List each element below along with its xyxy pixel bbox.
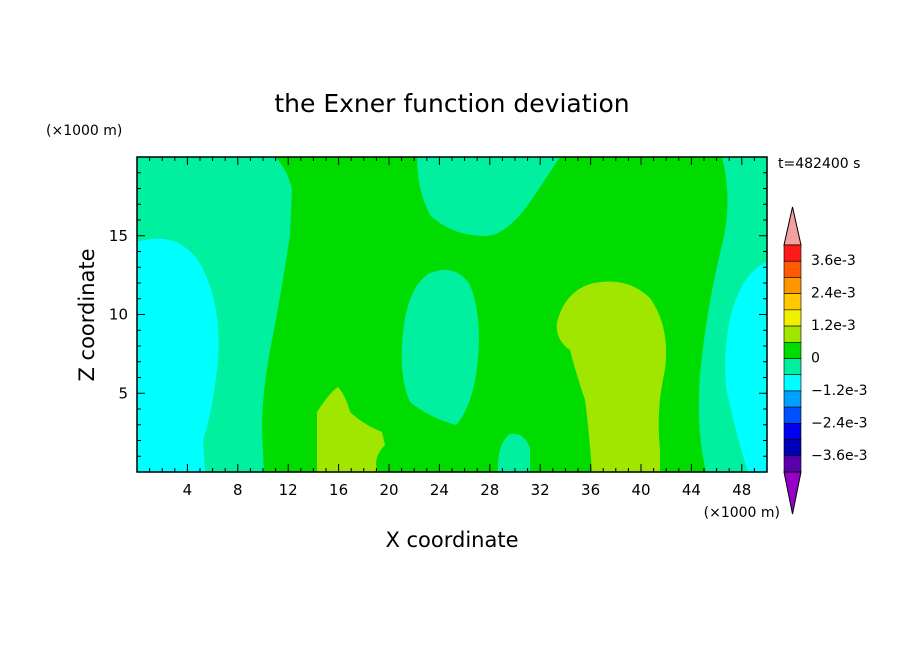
colorbar-label: 3.6e-3 bbox=[811, 253, 856, 269]
x-tick-label: 40 bbox=[631, 481, 650, 499]
colorbar: 3.6e-3 2.4e-3 1.2e-3 0 −1.2e-3 −2.4e-3 −3.6e-3 bbox=[783, 206, 868, 515]
colorbar-under-arrow bbox=[783, 471, 802, 515]
colorbar-label: 0 bbox=[811, 351, 820, 367]
colorbar-segment bbox=[783, 390, 802, 408]
colorbar-label: −1.2e-3 bbox=[811, 383, 868, 399]
chart-title: the Exner function deviation bbox=[274, 89, 629, 118]
colorbar-segment bbox=[783, 277, 802, 294]
colorbar-segment bbox=[783, 244, 802, 262]
colorbar-label: 2.4e-3 bbox=[811, 286, 856, 302]
region-right-core bbox=[725, 262, 767, 472]
x-tick-label: 48 bbox=[732, 481, 751, 499]
colorbar-segment bbox=[783, 358, 802, 376]
colorbar-segment bbox=[783, 293, 802, 311]
x-tick-label: 16 bbox=[329, 481, 348, 499]
y-tick-label: 15 bbox=[109, 227, 128, 245]
colorbar-segment bbox=[783, 455, 802, 473]
colorbar-segment bbox=[783, 439, 802, 457]
colorbar-label: 1.2e-3 bbox=[811, 318, 856, 334]
colorbar-segment bbox=[783, 341, 802, 359]
region-positive-small bbox=[317, 387, 385, 472]
colorbar-segment bbox=[783, 406, 802, 424]
y-axis-label: Z coordinate bbox=[75, 248, 99, 381]
colorbar-segment bbox=[783, 374, 802, 392]
x-axis-label: X coordinate bbox=[385, 528, 518, 552]
colorbar-segment bbox=[783, 309, 802, 327]
x-tick-label: 24 bbox=[430, 481, 449, 499]
region-low-middle-bump bbox=[497, 433, 530, 472]
plot-area bbox=[137, 157, 767, 472]
colorbar-label: −2.4e-3 bbox=[811, 415, 868, 431]
y-tick-label: 5 bbox=[118, 384, 128, 402]
z-unit-label: (×1000 m) bbox=[46, 123, 122, 139]
colorbar-segment bbox=[783, 325, 802, 343]
x-tick-label: 36 bbox=[581, 481, 600, 499]
x-tick-label: 8 bbox=[233, 481, 243, 499]
colorbar-over-arrow bbox=[783, 206, 802, 246]
x-tick-label: 4 bbox=[183, 481, 193, 499]
colorbar-label: −3.6e-3 bbox=[811, 448, 868, 464]
region-middle-column bbox=[401, 269, 479, 425]
time-label: t=482400 s bbox=[778, 156, 860, 172]
x-tick-label: 20 bbox=[379, 481, 398, 499]
y-tick-label: 10 bbox=[109, 306, 128, 324]
x-axis: 4 8 12 16 20 24 28 32 36 40 44 48 bbox=[149, 157, 755, 499]
x-tick-label: 32 bbox=[531, 481, 550, 499]
colorbar-segment bbox=[783, 423, 802, 440]
x-tick-label: 12 bbox=[279, 481, 298, 499]
region-positive-large bbox=[556, 281, 667, 472]
y-axis: 5 10 15 bbox=[109, 172, 767, 457]
colorbar-segment bbox=[783, 260, 802, 278]
region-upper-middle bbox=[417, 157, 560, 236]
x-tick-label: 44 bbox=[682, 481, 701, 499]
x-unit-label: (×1000 m) bbox=[704, 505, 780, 521]
x-tick-label: 28 bbox=[480, 481, 499, 499]
region-left-core bbox=[137, 238, 219, 472]
